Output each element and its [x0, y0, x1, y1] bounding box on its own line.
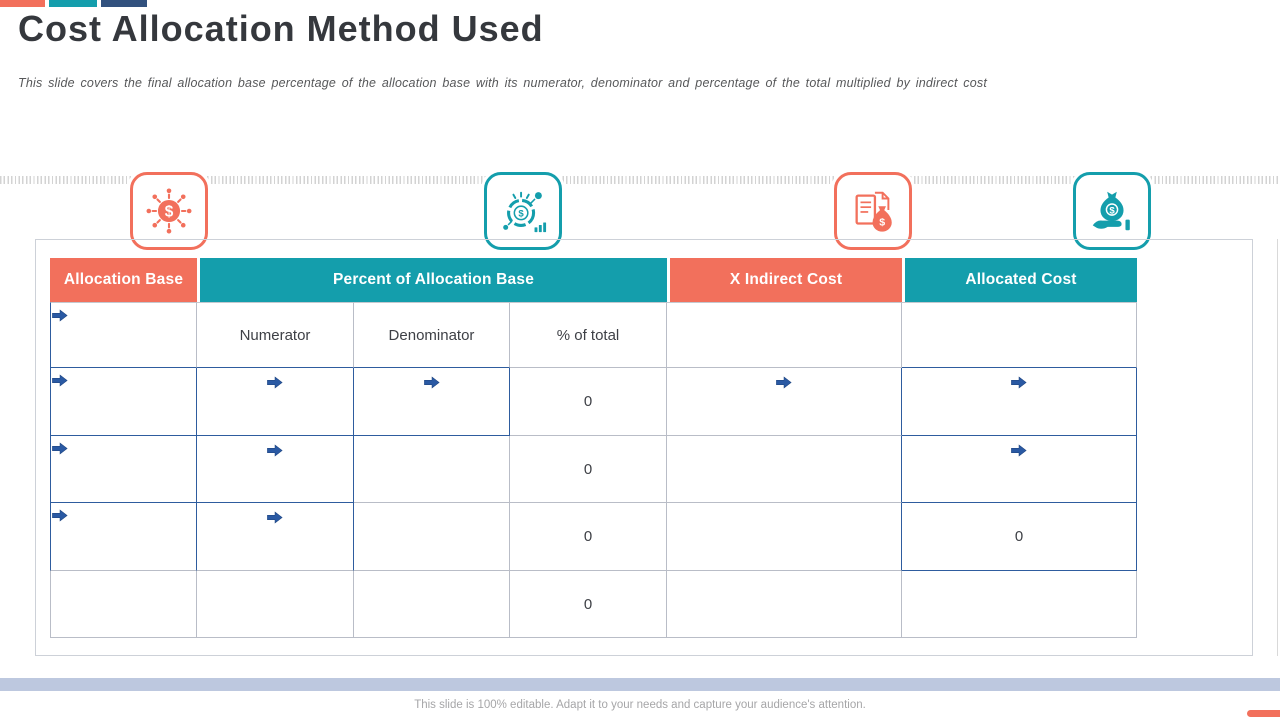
- table-row: 0: [50, 436, 1138, 503]
- accent-bar-navy: [101, 0, 147, 7]
- page-subtitle: This slide covers the final allocation b…: [18, 76, 988, 90]
- column-header-allocated-cost: Allocated Cost: [902, 258, 1138, 302]
- table-cell: [354, 503, 510, 571]
- page-title: Cost Allocation Method Used: [18, 8, 544, 49]
- subheader-cell: Numerator: [197, 302, 354, 368]
- cost-allocation-table: Allocation Base Percent of Allocation Ba…: [50, 258, 1138, 638]
- table-cell: [197, 436, 354, 503]
- arrow-icon: [423, 376, 440, 389]
- column-header-x-indirect-cost: X Indirect Cost: [667, 258, 903, 302]
- table-cell: [354, 571, 510, 638]
- arrow-icon: [1011, 376, 1027, 389]
- table-cell: [902, 368, 1138, 436]
- svg-text:$: $: [518, 208, 524, 219]
- subheader-cell: % of total: [510, 302, 668, 368]
- footer-accent-bar: [0, 678, 1280, 691]
- accent-bar-orange: [0, 0, 45, 7]
- table-cell: [50, 436, 197, 503]
- footer-corner-pill: [1247, 710, 1280, 717]
- table-cell: [902, 571, 1138, 638]
- table-cell: [667, 302, 903, 368]
- table-row: 0: [50, 571, 1138, 638]
- table-cell: [667, 436, 903, 503]
- table-row: 0: [50, 368, 1138, 436]
- table-cell: [197, 571, 354, 638]
- table-panel: [35, 239, 1253, 656]
- arrow-icon: [776, 376, 792, 389]
- arrow-icon: [267, 376, 283, 389]
- table-cell: 0: [902, 503, 1138, 571]
- table-cell: [50, 302, 197, 368]
- table-cell: [902, 302, 1138, 368]
- table-cell: [197, 503, 354, 571]
- table-cell: [667, 571, 903, 638]
- svg-text:$: $: [165, 203, 174, 220]
- arrow-icon: [52, 509, 68, 522]
- dollar-network-icon: $: [130, 172, 208, 250]
- subheader-cell: Denominator: [354, 302, 510, 368]
- table-cell: 0: [510, 368, 668, 436]
- arrow-icon: [52, 442, 68, 455]
- svg-text:$: $: [879, 216, 885, 228]
- svg-text:$: $: [1109, 205, 1115, 216]
- table-cell: [50, 571, 197, 638]
- table-row: Numerator Denominator% of total: [50, 302, 1138, 368]
- table-cell: 0: [510, 436, 668, 503]
- table-cell: [50, 368, 197, 436]
- invoice-moneybag-icon: $: [834, 172, 912, 250]
- column-header-percent-of-allocation-base: Percent of Allocation Base: [197, 258, 668, 302]
- arrow-icon: [1011, 444, 1027, 457]
- footer-note: This slide is 100% editable. Adapt it to…: [414, 699, 866, 711]
- table-cell: [197, 368, 354, 436]
- dollar-chart-gauge-icon: $: [484, 172, 562, 250]
- table-cell: [354, 436, 510, 503]
- table-cell: [902, 436, 1138, 503]
- table-cell: 0: [510, 571, 668, 638]
- table-cell: 0: [510, 503, 668, 571]
- arrow-icon: [52, 309, 68, 322]
- arrow-icon: [267, 511, 283, 524]
- table-cell: [50, 503, 197, 571]
- table-cell: [667, 503, 903, 571]
- column-header-allocation-base: Allocation Base: [50, 258, 197, 302]
- table-cell: [667, 368, 903, 436]
- table-header-row: Allocation Base Percent of Allocation Ba…: [50, 258, 1138, 302]
- hand-moneybag-icon: $: [1073, 172, 1151, 250]
- arrow-icon: [52, 374, 68, 387]
- arrow-icon: [267, 444, 283, 457]
- right-edge-line: [1277, 239, 1278, 656]
- table-cell: [354, 368, 510, 436]
- dotted-divider: [0, 176, 1280, 184]
- accent-bar-teal: [49, 0, 97, 7]
